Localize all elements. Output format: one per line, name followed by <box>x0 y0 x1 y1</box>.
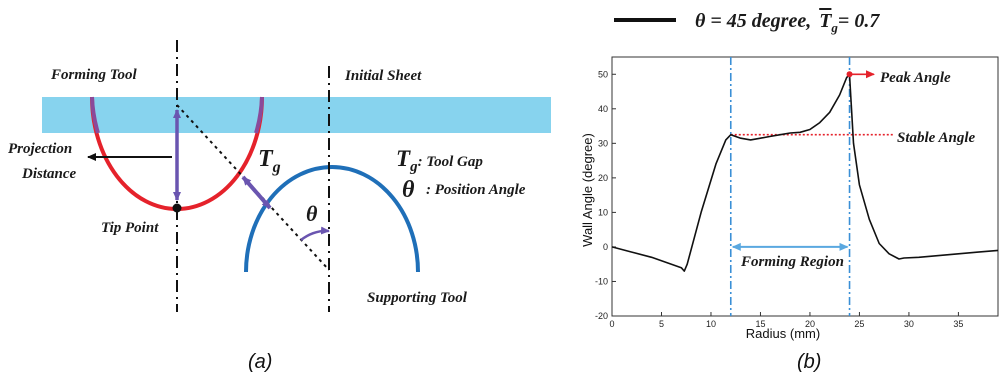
legend-theta-symbol: θ <box>402 177 415 203</box>
forming-region-label: Forming Region <box>740 254 844 270</box>
legend-tool-gap: Tg: Tool Gap <box>396 146 483 175</box>
projection-label-line2: Distance <box>21 166 77 182</box>
y-tick-label: 30 <box>598 138 608 148</box>
panel-a: Forming Tool Initial Sheet Projection Di… <box>8 40 551 373</box>
panel-a-caption: (a) <box>248 351 272 373</box>
chart-layer: 0 5 10 15 20 25 30 35 -20 -10 0 10 20 30 40 50 <box>595 57 999 329</box>
initial-sheet-label: Initial Sheet <box>344 68 422 84</box>
series-line <box>611 73 999 272</box>
stable-angle-label: Stable Angle <box>897 130 976 146</box>
supporting-tool-label: Supporting Tool <box>367 290 468 306</box>
tool-gap-symbol: Tg <box>258 146 281 176</box>
theta-arc <box>300 226 330 241</box>
x-axis-label: Radius (mm) <box>746 326 820 341</box>
x-tick-label: 30 <box>904 319 914 329</box>
tip-point-dot <box>172 203 182 213</box>
panel-b: θ = 45 degree, Tg= 0.7 0 5 10 15 20 25 30 35 -20 -… <box>580 10 999 373</box>
x-tick-label: 20 <box>805 319 815 329</box>
tool-gap-arrow <box>241 175 272 210</box>
x-tick-label: 15 <box>755 319 765 329</box>
supporting-tool <box>244 165 420 273</box>
peak-angle-label: Peak Angle <box>880 70 951 86</box>
tip-point-label: Tip Point <box>101 220 159 236</box>
theta-symbol: θ <box>306 201 318 226</box>
x-tick-label: 5 <box>659 319 664 329</box>
forming-tool-edge <box>90 96 264 134</box>
x-tick-label: 10 <box>706 319 716 329</box>
initial-sheet <box>42 97 551 133</box>
x-tick-label: 25 <box>854 319 864 329</box>
legend-position-angle: : Position Angle <box>426 182 526 198</box>
x-tick-label: 0 <box>609 319 614 329</box>
y-tick-label: -20 <box>595 311 608 321</box>
y-tick-label: 20 <box>598 173 608 183</box>
panel-b-caption: (b) <box>797 351 821 373</box>
legend-label: θ = 45 degree, Tg= 0.7 <box>695 10 880 35</box>
plot-frame <box>611 56 999 317</box>
y-tick-label: 10 <box>598 207 608 217</box>
projection-label-line1: Projection <box>8 141 72 157</box>
y-tick-label: 40 <box>598 104 608 114</box>
forming-tool-label: Forming Tool <box>50 67 138 83</box>
y-tick-label: -10 <box>595 276 608 286</box>
y-tick-label: 50 <box>598 69 608 79</box>
x-tick-label: 35 <box>953 319 963 329</box>
peak-point <box>846 71 853 78</box>
y-tick-label: 0 <box>603 242 608 252</box>
y-axis-label: Wall Angle (degree) <box>580 133 595 247</box>
